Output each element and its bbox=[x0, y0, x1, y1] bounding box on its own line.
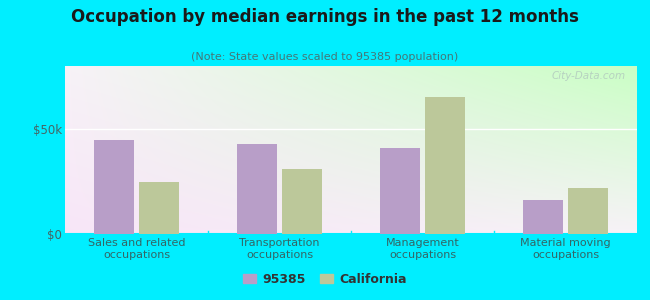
Bar bbox=[523, 200, 563, 234]
Bar bbox=[139, 182, 179, 234]
Bar bbox=[380, 148, 420, 234]
Text: (Note: State values scaled to 95385 population): (Note: State values scaled to 95385 popu… bbox=[191, 52, 459, 62]
Legend: 95385, California: 95385, California bbox=[239, 268, 411, 291]
Bar bbox=[568, 188, 608, 234]
Bar bbox=[425, 98, 465, 234]
Bar bbox=[237, 144, 277, 234]
Text: City-Data.com: City-Data.com bbox=[551, 71, 625, 81]
Text: Occupation by median earnings in the past 12 months: Occupation by median earnings in the pas… bbox=[71, 8, 579, 26]
Bar bbox=[94, 140, 134, 234]
Bar bbox=[282, 169, 322, 234]
